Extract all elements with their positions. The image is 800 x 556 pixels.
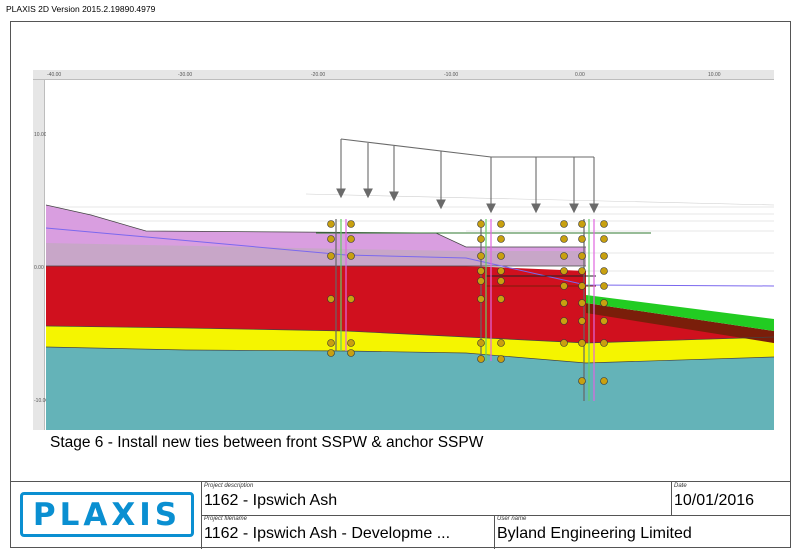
soil-layer-yellow	[46, 326, 774, 363]
soil-layer-green	[586, 295, 774, 331]
node-markers	[327, 220, 608, 385]
user-name-value: Byland Engineering Limited	[497, 525, 692, 542]
logo-frame: PLAXIS	[20, 492, 194, 537]
project-filename-cell: Project filename 1162 - Ipswich Ash - De…	[201, 515, 494, 549]
title-block-divider	[201, 515, 791, 516]
project-description-value: 1162 - Ipswich Ash	[204, 492, 338, 509]
phreatic-line	[46, 227, 774, 287]
ruler-x-label: -30.00	[178, 72, 193, 78]
logo-text: PLAXIS	[32, 496, 182, 533]
date-cell: Date 10/01/2016	[671, 482, 791, 515]
ruler-y-label: 0.00	[34, 265, 44, 271]
horizontal-ruler: -40.00 -30.00 -20.00 -10.00 0.00 10.00	[33, 70, 774, 80]
soil-layer-mid-mauve	[46, 243, 586, 266]
model-canvas[interactable]	[46, 81, 774, 430]
model-drawing	[46, 138, 774, 430]
user-name-cell: User name Byland Engineering Limited	[494, 515, 791, 549]
date-label: Date	[674, 483, 687, 489]
date-value: 10/01/2016	[674, 492, 755, 509]
title-block: Project description 1162 - Ipswich Ash D…	[10, 481, 791, 549]
plaxis-logo: PLAXIS	[12, 487, 202, 543]
output-frame	[10, 21, 791, 548]
ruler-x-label: 0.00	[575, 72, 585, 78]
stage-caption: Stage 6 - Install new ties between front…	[50, 434, 484, 451]
ruler-x-label: -20.00	[311, 72, 326, 78]
project-filename-value: 1162 - Ipswich Ash - Developme ...	[204, 525, 451, 542]
ruler-x-label: -40.00	[47, 72, 62, 78]
project-filename-label: Project filename	[204, 516, 248, 522]
project-description-cell: Project description 1162 - Ipswich Ash	[201, 482, 671, 515]
user-name-label: User name	[497, 516, 527, 522]
ruler-x-label: 10.00	[708, 72, 721, 78]
distributed-load	[336, 138, 599, 214]
soil-layer-brown	[586, 303, 774, 343]
construction-lines	[46, 193, 774, 272]
app-title: PLAXIS 2D Version 2015.2.19890.4979	[6, 4, 156, 14]
soil-layer-red	[46, 266, 774, 343]
soil-layer-bottom	[46, 347, 774, 430]
vertical-ruler: 10.00 0.00 -10.00	[33, 80, 49, 430]
sheet-pile-walls	[335, 219, 595, 401]
project-description-label: Project description	[204, 483, 254, 489]
ruler-y-label: -10.00	[34, 398, 49, 404]
ruler-x-label: -10.00	[444, 72, 459, 78]
ruler-y-label: 10.00	[34, 132, 47, 138]
